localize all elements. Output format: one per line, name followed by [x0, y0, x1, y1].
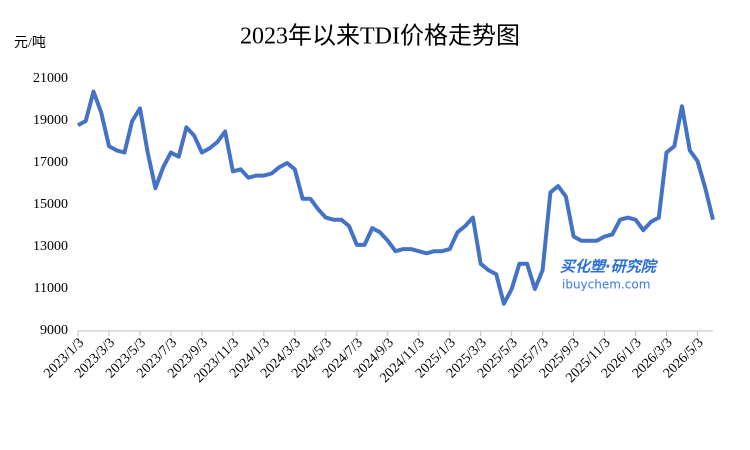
- y-axis-label: 元/吨: [14, 35, 46, 51]
- y-tick-label: 15000: [33, 197, 68, 212]
- watermark-url: ibuychem.com: [562, 278, 650, 292]
- y-tick-label: 17000: [33, 155, 68, 170]
- y-tick-label: 11000: [34, 281, 68, 296]
- chart-title: 2023年以来TDI价格走势图: [240, 23, 520, 50]
- y-tick-label: 21000: [33, 71, 68, 86]
- y-tick-label: 19000: [33, 113, 68, 128]
- y-tick-label: 9000: [40, 323, 68, 338]
- y-tick-label: 13000: [33, 239, 68, 254]
- watermark: 买化塑·研究院: [560, 258, 659, 276]
- price-line: [77, 89, 715, 306]
